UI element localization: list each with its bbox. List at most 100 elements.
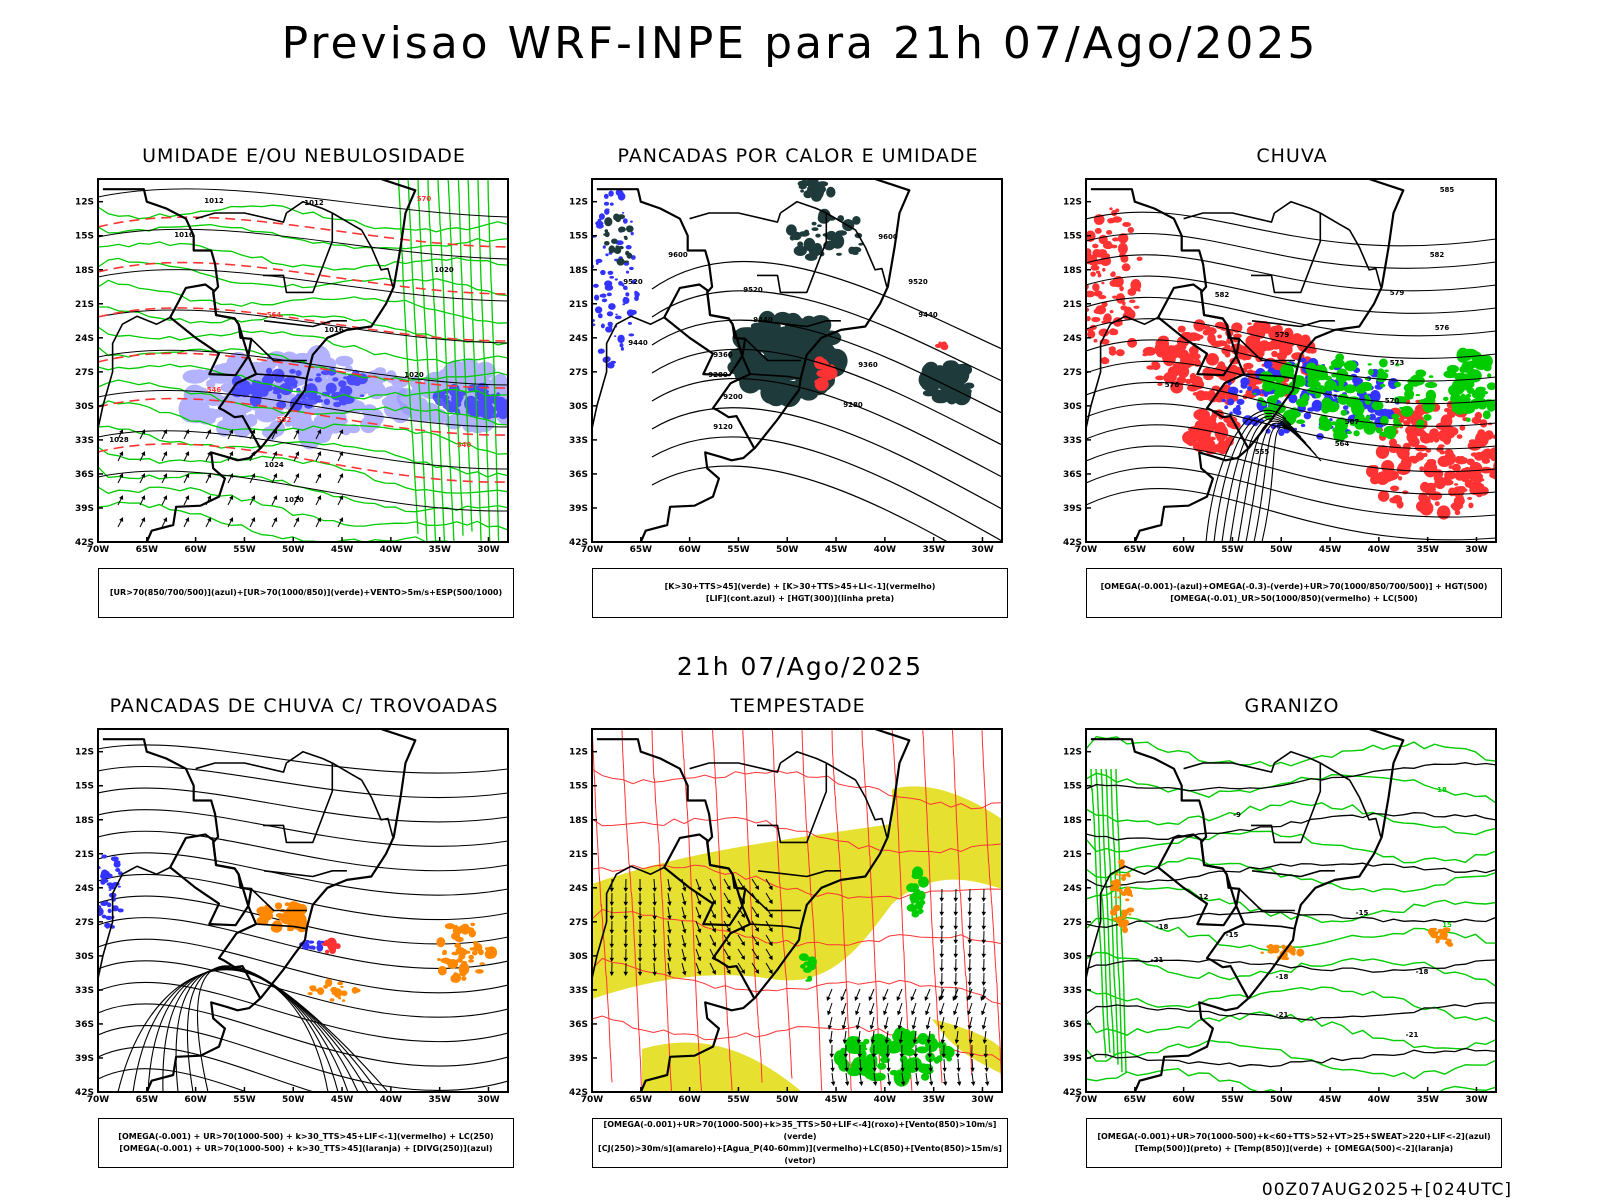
contour-label: 9520 bbox=[908, 278, 928, 286]
contour-label: 1024 bbox=[264, 461, 284, 469]
border-line bbox=[169, 283, 250, 377]
legend-pancadas-calor: [K>30+TTS>45](verde) + [K>30+TTS>45+LI<-… bbox=[592, 568, 1008, 618]
lat-tick-label: 18S bbox=[569, 816, 588, 826]
lon-tick-label: 70W bbox=[1075, 545, 1098, 555]
contour-label: 9440 bbox=[753, 316, 773, 324]
map-frame bbox=[1085, 728, 1497, 1093]
lat-tick-label: 18S bbox=[1063, 816, 1082, 826]
lon-tick-label: 50W bbox=[776, 1095, 799, 1105]
lat-tick-label: 18S bbox=[1063, 266, 1082, 276]
border-line bbox=[97, 865, 171, 979]
lat-tick-label: 39S bbox=[1063, 1054, 1082, 1064]
contour-label: 576 bbox=[1435, 324, 1450, 332]
panel-granizo: GRANIZO -9 -12 -15 -18 -21 -18 -21 -21 15 18 -15 -1… bbox=[1052, 695, 1532, 1175]
lon-tick-label: 45W bbox=[1319, 545, 1342, 555]
contour-label: 1016 bbox=[174, 231, 194, 239]
lat-tick-label: 12S bbox=[1063, 748, 1082, 758]
coastline bbox=[639, 177, 911, 543]
border-line bbox=[1183, 762, 1276, 773]
border-line bbox=[663, 283, 744, 377]
contour-label: 9200 bbox=[723, 393, 743, 401]
lat-tick-label: 15S bbox=[1063, 782, 1082, 792]
panel-title: PANCADAS DE CHUVA C/ TROVOADAS bbox=[109, 695, 499, 717]
border-line bbox=[263, 213, 334, 294]
contour-label: 573 bbox=[1390, 359, 1405, 367]
border-line bbox=[663, 833, 744, 927]
lat-tick-label: 33S bbox=[1063, 986, 1082, 996]
wind-850-strong-area bbox=[906, 866, 929, 918]
border-line bbox=[1244, 923, 1296, 930]
coastline bbox=[145, 177, 417, 543]
lon-tick-label: 45W bbox=[825, 1095, 848, 1105]
border-line bbox=[757, 213, 828, 294]
wind-vectors-850 bbox=[826, 988, 990, 1086]
coastline bbox=[1133, 727, 1405, 1093]
lat-tick-label: 24S bbox=[75, 334, 94, 344]
map-granizo: -9 -12 -15 -18 -21 -18 -21 -21 15 18 -15 -18 12S 15S 1… bbox=[1063, 727, 1497, 1105]
contour-label: 9520 bbox=[623, 278, 643, 286]
lon-tick-label: 30W bbox=[1465, 545, 1488, 555]
legend-line: [UR>70(850/700/500)](azul)+[UR>70(1000/8… bbox=[109, 588, 503, 597]
lat-tick-label: 12S bbox=[1063, 198, 1082, 208]
panel-trovoadas: PANCADAS DE CHUVA C/ TROVOADAS 12S 15S 18S… bbox=[64, 695, 544, 1175]
contour-label: 1028 bbox=[109, 436, 129, 444]
lat-tick-label: 42S bbox=[75, 538, 94, 548]
contour-label: 9280 bbox=[708, 371, 728, 379]
lat-tick-label: 21S bbox=[1063, 300, 1082, 310]
border-line bbox=[591, 865, 665, 979]
lon-tick-label: 65W bbox=[630, 1095, 653, 1105]
lon-tick-label: 60W bbox=[184, 1095, 207, 1105]
border-line bbox=[285, 750, 333, 764]
panel-title: PANCADAS POR CALOR E UMIDADE bbox=[617, 145, 979, 167]
legend-line: [K>30+TTS>45](verde) + [K>30+TTS>45+LI<-… bbox=[664, 582, 936, 591]
low-level-humidity-contours bbox=[98, 179, 508, 542]
lon-tick-label: 55W bbox=[1221, 545, 1244, 555]
divergence-250-area bbox=[98, 854, 124, 929]
humidity-high-core bbox=[432, 382, 508, 420]
contour-label: 540 bbox=[457, 441, 472, 449]
contour-label: 1020 bbox=[284, 496, 304, 504]
border-line bbox=[1251, 870, 1335, 878]
contour-label: 9360 bbox=[713, 351, 733, 359]
contour-label: 564 bbox=[1335, 440, 1350, 448]
lon-tick-label: 50W bbox=[776, 545, 799, 555]
jet-stream-area bbox=[642, 1042, 802, 1092]
panel-umidade: UMIDADE E/OU NEBULOSIDADE 1012 1012 1016 10… bbox=[64, 145, 544, 625]
border-line bbox=[169, 833, 250, 927]
lon-tick-label: 55W bbox=[233, 545, 256, 555]
wind-850-strong-area bbox=[798, 953, 817, 982]
lon-tick-label: 70W bbox=[581, 1095, 604, 1105]
jet-stream-area bbox=[932, 1019, 1002, 1074]
lat-tick-label: 30S bbox=[1063, 952, 1082, 962]
page-title: Previsao WRF-INPE para 21h 07/Ago/2025 bbox=[281, 18, 1319, 69]
geopotential-height-300 bbox=[651, 260, 1002, 542]
omega-500-area bbox=[1260, 943, 1305, 961]
lat-tick-label: 18S bbox=[75, 816, 94, 826]
lat-tick-label: 36S bbox=[1063, 1020, 1082, 1030]
contour-label: -18 bbox=[1416, 968, 1429, 976]
contour-label: 9120 bbox=[713, 423, 733, 431]
border-line bbox=[263, 870, 347, 878]
contour-label: -18 bbox=[1276, 973, 1289, 981]
rain-humidity-area bbox=[1142, 319, 1321, 406]
contour-label: -18 bbox=[1156, 923, 1169, 931]
border-line bbox=[256, 373, 308, 380]
lon-tick-label: 30W bbox=[971, 545, 994, 555]
legend-line: [OMEGA(-0.001)+UR>70(1000-500)+k>35_TTS>… bbox=[603, 1120, 997, 1141]
border-line bbox=[1251, 763, 1322, 844]
lon-tick-label: 60W bbox=[1172, 545, 1195, 555]
coastline bbox=[639, 727, 911, 1093]
contour-label: 9600 bbox=[878, 233, 898, 241]
lat-tick-label: 39S bbox=[569, 504, 588, 514]
lon-tick-label: 40W bbox=[1368, 545, 1391, 555]
lat-tick-label: 21S bbox=[75, 850, 94, 860]
streamlines-850 bbox=[592, 729, 1002, 1092]
lon-tick-label: 45W bbox=[1319, 1095, 1342, 1105]
contour-label: 555 bbox=[1255, 448, 1270, 456]
lat-tick-label: 21S bbox=[1063, 850, 1082, 860]
legend-umidade: [UR>70(850/700/500)](azul)+[UR>70(1000/8… bbox=[98, 568, 514, 618]
thunderstorm-area bbox=[321, 937, 341, 954]
lat-tick-label: 12S bbox=[75, 198, 94, 208]
rain-humidity-area bbox=[1086, 207, 1143, 365]
